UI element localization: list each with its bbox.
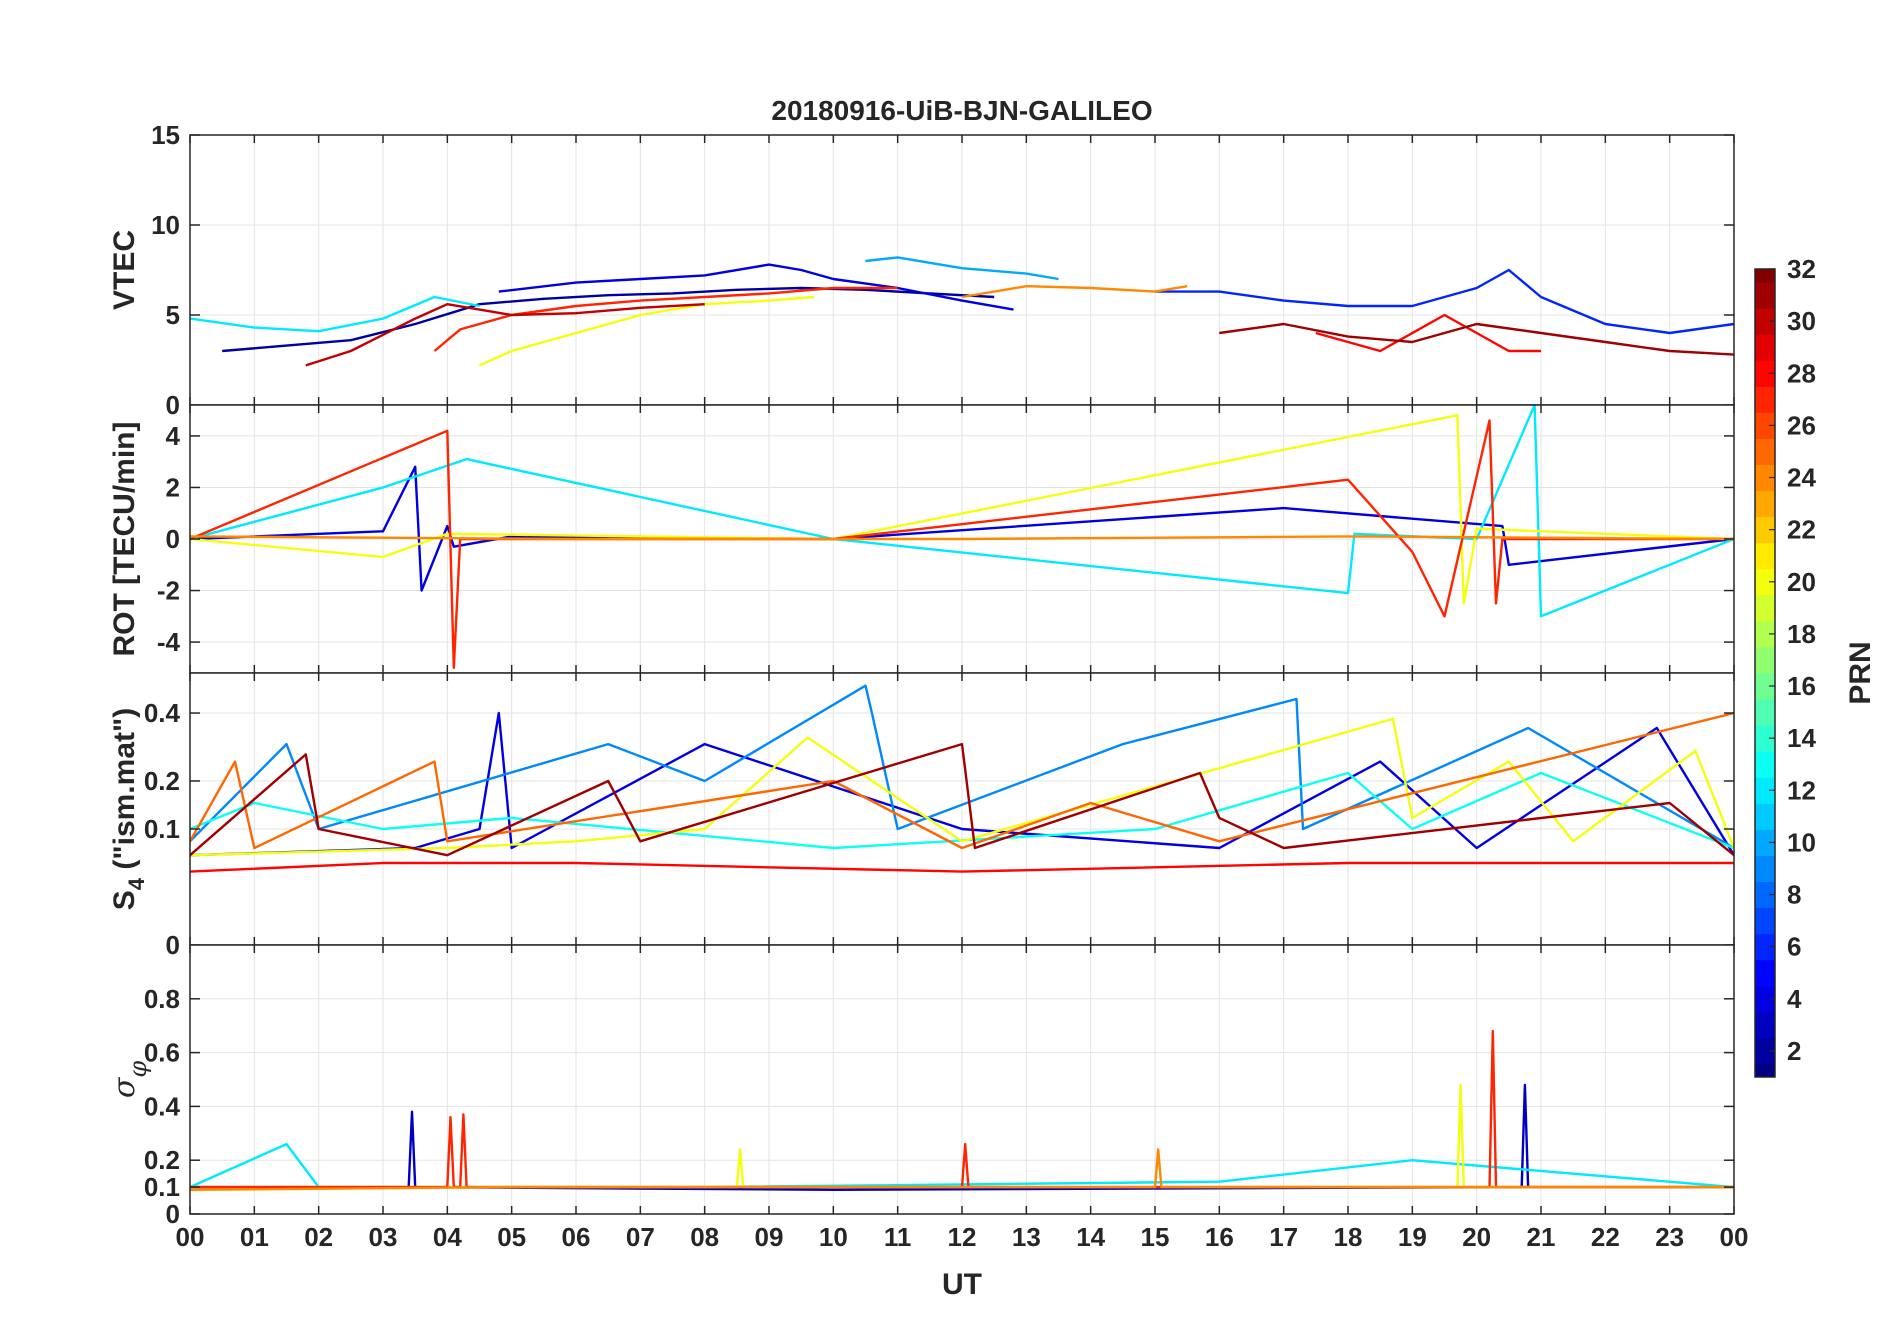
colorbar-tick-label: 2: [1787, 1036, 1801, 1066]
y-tick-label: 10: [151, 210, 180, 240]
colorbar-tick-label: 4: [1787, 984, 1802, 1014]
x-tick-label: 09: [755, 1222, 784, 1252]
colorbar-segment: [1755, 960, 1775, 987]
colorbar-tick-label: 8: [1787, 880, 1801, 910]
colorbar-segment: [1755, 1012, 1775, 1039]
colorbar-tick-label: 10: [1787, 827, 1816, 857]
x-tick-label: 15: [1141, 1222, 1170, 1252]
x-tick-label: 04: [433, 1222, 462, 1252]
colorbar-tick-label: 18: [1787, 619, 1816, 649]
x-tick-label: 00: [1720, 1222, 1749, 1252]
y-tick-label: 0.1: [144, 814, 180, 844]
x-tick-label: 07: [626, 1222, 655, 1252]
colorbar-tick-label: 30: [1787, 306, 1816, 336]
y-axis-title-main: σ: [107, 1076, 142, 1098]
x-tick-label: 13: [1012, 1222, 1041, 1252]
y-axis-title-main: ROT [TECU/min]: [108, 422, 141, 657]
panel-s4: 00.10.20.4S4 ("ism.mat"): [108, 673, 1734, 960]
y-axis-title-subscript: φ: [124, 1061, 152, 1078]
colorbar-segment: [1755, 751, 1775, 778]
y-tick-label: 0.2: [144, 766, 180, 796]
y-tick-label: 0.1: [144, 1172, 180, 1202]
colorbar-tick-label: 16: [1787, 671, 1816, 701]
x-tick-label: 20: [1462, 1222, 1491, 1252]
y-axis-title-main: S: [108, 890, 141, 910]
y-tick-label: 4: [166, 421, 181, 451]
y-tick-label: 0: [166, 524, 180, 554]
colorbar-tick-label: 14: [1787, 723, 1816, 753]
y-tick-label: 0.2: [144, 1145, 180, 1175]
x-tick-label: 10: [819, 1222, 848, 1252]
panel-vtec: 0 5 10 15 VTEC: [108, 120, 1734, 420]
x-tick-label: 11: [884, 1222, 912, 1252]
x-tick-label: 02: [304, 1222, 333, 1252]
x-tick-label: 06: [562, 1222, 591, 1252]
colorbar-tick-label: 20: [1787, 567, 1816, 597]
colorbar-segment: [1755, 491, 1775, 518]
x-tick-label: 23: [1655, 1222, 1684, 1252]
colorbar-segment: [1755, 543, 1775, 570]
y-axis-title-main: VTEC: [108, 230, 141, 310]
x-tick-label: 21: [1527, 1222, 1556, 1252]
colorbar-tick-label: 6: [1787, 932, 1801, 962]
x-tick-label: 19: [1398, 1222, 1427, 1252]
y-tick-label: 0: [166, 390, 180, 420]
y-tick-label: -2: [157, 576, 180, 606]
y-tick-label: 2: [166, 472, 180, 502]
colorbar-tick-label: 26: [1787, 410, 1816, 440]
y-axis-title-vtec: VTEC: [108, 230, 141, 310]
y-tick-label: 15: [151, 120, 180, 150]
x-tick-label: 00: [176, 1222, 205, 1252]
colorbar-segment: [1755, 803, 1775, 830]
y-tick-label: -4: [157, 627, 181, 657]
colorbar-tick-label: 12: [1787, 775, 1816, 805]
colorbar-tick-label: 32: [1787, 254, 1816, 284]
colorbar-segment: [1755, 282, 1775, 309]
chart-title: 20180916-UiB-BJN-GALILEO: [771, 95, 1152, 126]
panel-rot: -4 -2 0 2 4 ROT [TECU/min]: [108, 405, 1734, 673]
colorbar-segment: [1755, 438, 1775, 465]
colorbar-tick-label: 24: [1787, 463, 1816, 493]
colorbar-tick-label: 28: [1787, 358, 1816, 388]
panel-sigma: 00.10.20.40.60.8σφ: [107, 945, 1734, 1229]
y-axis-title-s4: S4 ("ism.mat"): [108, 708, 149, 910]
x-tick-label: 18: [1334, 1222, 1363, 1252]
x-tick-label: 16: [1205, 1222, 1234, 1252]
y-axis-title-rot: ROT [TECU/min]: [108, 422, 141, 657]
colorbar-segment: [1755, 1064, 1775, 1078]
y-tick-label: 0.4: [144, 1091, 181, 1121]
x-tick-label: 17: [1269, 1222, 1298, 1252]
colorbar-segment: [1755, 334, 1775, 361]
y-axis-title-subscript: 4: [124, 877, 149, 890]
colorbar-segment: [1755, 595, 1775, 622]
y-tick-label: 0: [166, 930, 180, 960]
colorbar-tick-label: 22: [1787, 515, 1816, 545]
colorbar-segment: [1755, 699, 1775, 726]
colorbar-segment: [1755, 647, 1775, 674]
colorbar-segment: [1755, 386, 1775, 413]
x-tick-label: 22: [1591, 1222, 1620, 1252]
x-tick-label: 14: [1076, 1222, 1105, 1252]
y-axis-title-rest: ("ism.mat"): [108, 708, 141, 878]
colorbar-label: PRN: [1844, 641, 1877, 704]
y-tick-label: 5: [166, 300, 180, 330]
x-tick-label: 12: [948, 1222, 977, 1252]
colorbar-segment: [1755, 908, 1775, 935]
x-axis-title: UT: [942, 1268, 982, 1301]
x-tick-label: 03: [369, 1222, 398, 1252]
y-tick-label: 0.8: [144, 984, 180, 1014]
x-tick-label: 08: [690, 1222, 719, 1252]
colorbar-segment: [1755, 855, 1775, 882]
colorbar-segment: [1755, 269, 1775, 283]
x-tick-label: 05: [497, 1222, 526, 1252]
x-tick-label: 01: [240, 1222, 269, 1252]
y-tick-label: 0.4: [144, 698, 181, 728]
